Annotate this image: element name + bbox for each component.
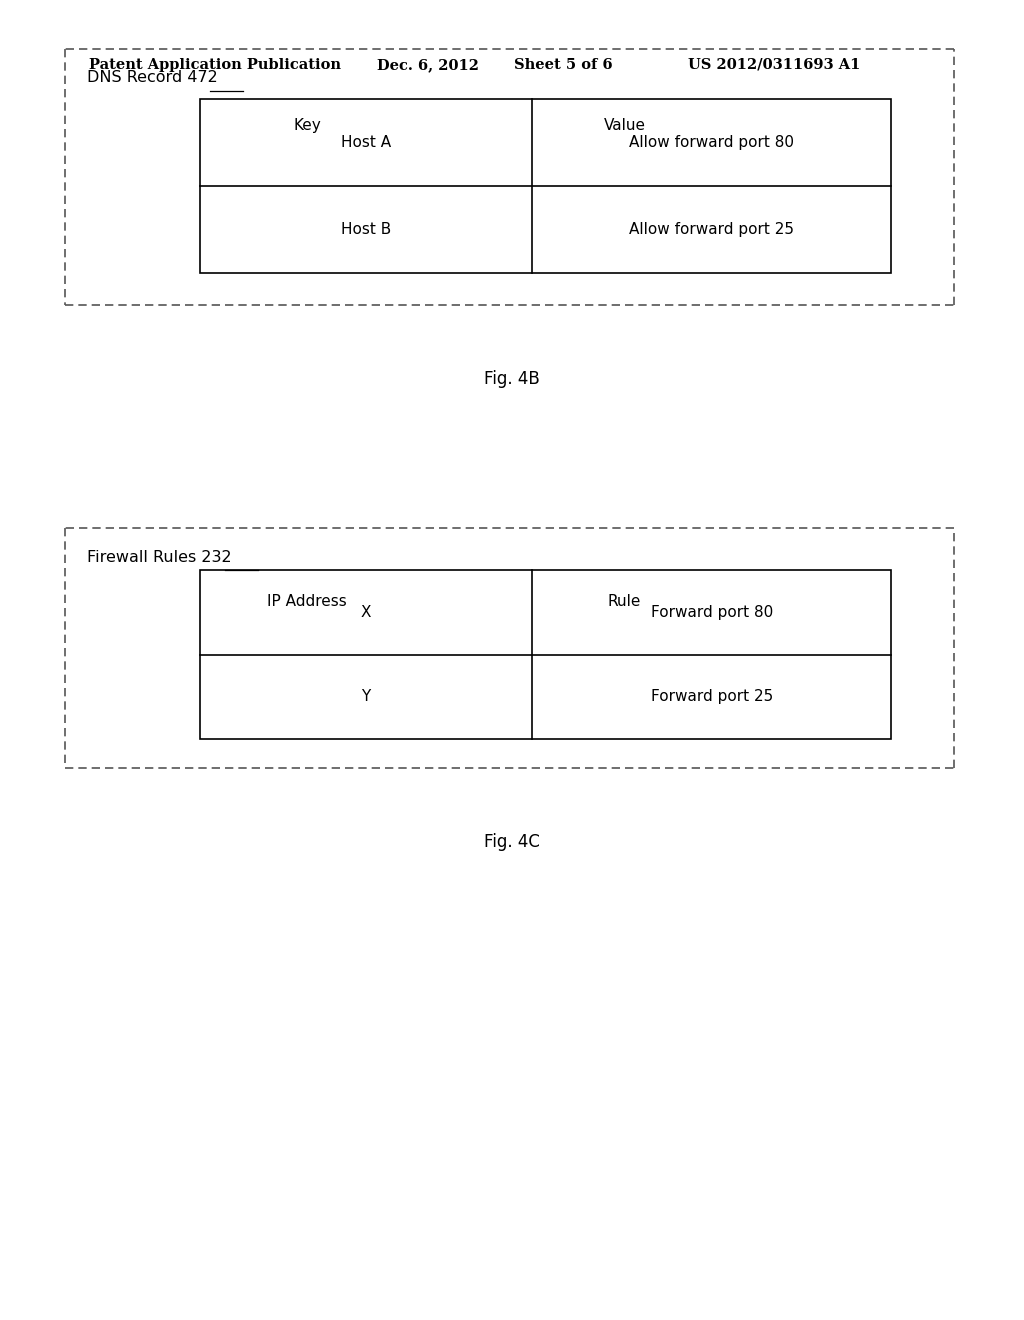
Text: Value: Value <box>603 117 646 133</box>
Text: Y: Y <box>361 689 371 705</box>
Text: US 2012/0311693 A1: US 2012/0311693 A1 <box>688 58 860 73</box>
Text: Forward port 80: Forward port 80 <box>650 605 773 620</box>
Text: Patent Application Publication: Patent Application Publication <box>89 58 341 73</box>
Text: Allow forward port 80: Allow forward port 80 <box>629 135 795 150</box>
Text: DNS Record 472: DNS Record 472 <box>87 70 218 86</box>
Bar <box>200 570 891 739</box>
Text: Forward port 25: Forward port 25 <box>650 689 773 705</box>
Bar <box>200 99 891 273</box>
Text: Host A: Host A <box>341 135 391 150</box>
Text: Firewall Rules 232: Firewall Rules 232 <box>87 549 231 565</box>
Text: Fig. 4C: Fig. 4C <box>484 833 540 851</box>
Text: Key: Key <box>293 117 322 133</box>
Text: Host B: Host B <box>341 222 391 238</box>
Text: IP Address: IP Address <box>267 594 347 610</box>
Text: Fig. 4B: Fig. 4B <box>484 370 540 388</box>
Text: Sheet 5 of 6: Sheet 5 of 6 <box>514 58 612 73</box>
Text: Rule: Rule <box>608 594 641 610</box>
Text: X: X <box>360 605 372 620</box>
Text: Allow forward port 25: Allow forward port 25 <box>629 222 795 238</box>
Text: Dec. 6, 2012: Dec. 6, 2012 <box>377 58 479 73</box>
